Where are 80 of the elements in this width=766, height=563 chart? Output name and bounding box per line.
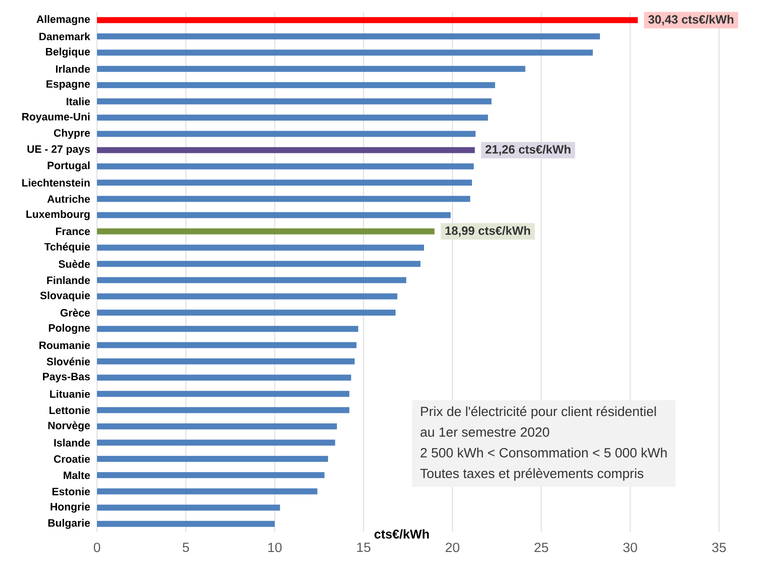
bar (97, 66, 526, 72)
bar (97, 196, 470, 202)
bar (97, 504, 280, 511)
y-tick-label: Pays-Bas (42, 372, 90, 382)
x-tick-label: 20 (446, 542, 460, 552)
y-tick-label: Croatie (54, 454, 90, 463)
bar (97, 98, 492, 104)
y-tick-label: Suède (58, 260, 90, 268)
y-tick-label: Portugal (48, 161, 90, 172)
bar (97, 358, 355, 364)
bar (97, 163, 474, 170)
bar (97, 228, 434, 234)
bar (97, 488, 318, 494)
y-tick-label: Belgique (46, 48, 90, 58)
x-tick-label: 15 (357, 542, 370, 552)
y-tick-label: Estonie (52, 487, 90, 496)
bar (97, 17, 638, 24)
x-tick-label: 35 (712, 542, 726, 552)
bar (97, 33, 600, 40)
y-tick-label: Finlande (47, 276, 90, 284)
y-tick-label: Lettonie (50, 406, 90, 414)
y-tick-label: Norvège (48, 421, 90, 432)
bar (97, 520, 275, 527)
annotation: 2 500 kWh < Consommation < 5 000 kWh (420, 448, 667, 458)
y-tick-label: Roumanie (39, 341, 90, 350)
bar (97, 390, 350, 397)
x-tick-label: 30 (623, 542, 638, 552)
x-tick-label: 5 (182, 542, 190, 552)
y-tick-label: Tchéquie (44, 242, 90, 253)
bar (97, 50, 593, 56)
bar (97, 423, 337, 430)
y-tick-label: Pologne (48, 324, 90, 334)
data-label: 18,99 cts€/kWh (446, 226, 530, 237)
y-tick-label: France (56, 228, 90, 236)
annotation: Prix de l'électricité pour client résidentiel (421, 406, 656, 419)
y-tick-label: Slovénie (46, 357, 90, 366)
bar (97, 244, 424, 251)
y-tick-label: UE - 27 pays (28, 145, 90, 155)
bar (97, 293, 398, 300)
y-tick-label: Slovaquie (40, 291, 90, 302)
bar (97, 342, 356, 348)
bar (97, 82, 496, 88)
bar (97, 310, 396, 316)
x-tick-label: 10 (268, 542, 282, 552)
bar (97, 180, 472, 186)
y-tick-label: Royaume-Uni (22, 112, 90, 123)
x-tick-label: 25 (534, 542, 548, 552)
bar (97, 374, 352, 381)
x-tick-label: 0 (94, 542, 100, 552)
bar (97, 326, 358, 332)
data-label: 21,26 cts€/kWh (486, 144, 570, 156)
y-tick-label: Danemark (39, 32, 90, 40)
annotation: Toutes taxes et prélèvements compris (420, 468, 644, 481)
y-tick-label: Autriche (47, 194, 90, 203)
y-tick-label: Allemagne (36, 15, 90, 26)
y-tick-label: Luxembourg (26, 210, 90, 220)
bar (97, 130, 476, 137)
annotation: au 1er semestre 2020 (420, 427, 550, 437)
y-tick-label: Espagne (46, 80, 90, 90)
y-tick-label: Islande (54, 438, 90, 447)
y-tick-label: Hongrie (50, 502, 90, 513)
data-label: 30,43 cts€/kWh (648, 14, 734, 26)
bar (97, 407, 350, 414)
bar (97, 277, 406, 284)
y-tick-label: Malte (64, 471, 90, 480)
y-tick-label: Lituanie (50, 390, 90, 398)
bar (97, 260, 420, 267)
y-tick-label: Liechtenstein (22, 178, 90, 187)
y-tick-label: Grèce (60, 308, 90, 317)
x-axis-title: cts€/kWh (374, 529, 429, 539)
bar (97, 472, 324, 478)
y-tick-label: Bulgarie (48, 518, 90, 529)
bar (97, 456, 328, 462)
bar (97, 147, 475, 154)
bar (97, 114, 488, 121)
y-tick-label: Irlande (56, 64, 90, 73)
y-tick-label: Italie (66, 97, 90, 106)
bar (97, 212, 451, 218)
y-tick-label: Chypre (54, 128, 90, 139)
bar (97, 440, 336, 446)
